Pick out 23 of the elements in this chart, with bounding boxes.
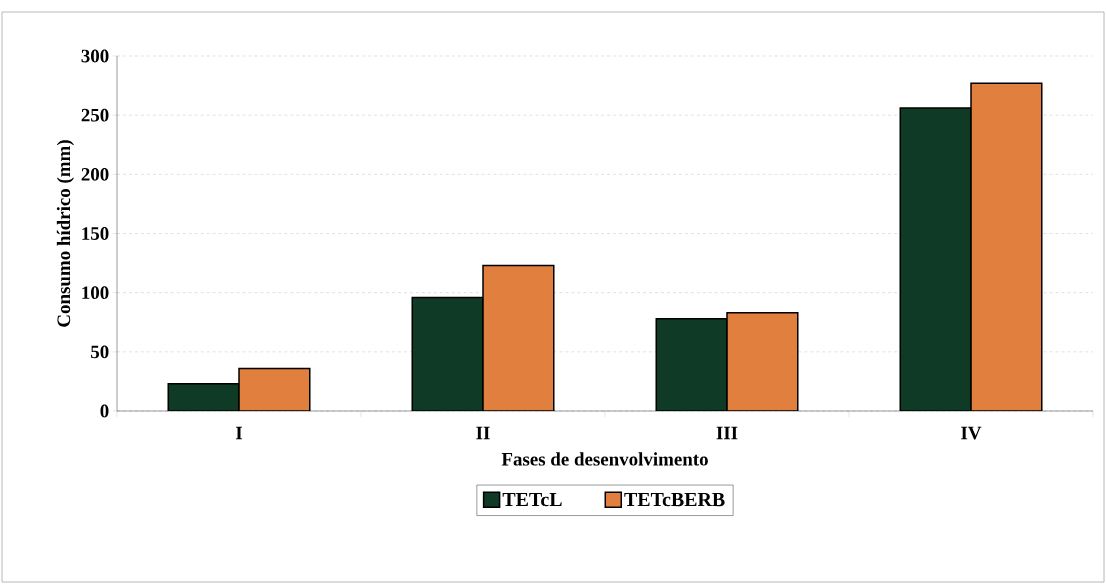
x-tick-label: III — [716, 426, 738, 440]
legend-label: TETcL — [502, 493, 562, 507]
x-tick-label: I — [235, 426, 243, 440]
y-tick-label: 250 — [81, 108, 109, 122]
y-tick-label: 0 — [100, 404, 109, 418]
bar — [238, 367, 311, 411]
bar — [726, 312, 799, 411]
bar — [411, 296, 484, 411]
bar — [167, 383, 240, 411]
y-axis-title: Consumo hídrico (mm) — [56, 140, 74, 327]
y-tick-label: 50 — [91, 345, 109, 359]
bar — [970, 82, 1043, 411]
x-axis-title: Fases de desenvolvimento — [501, 452, 708, 466]
x-tick-label: II — [476, 426, 490, 440]
legend-label: TETcBERB — [624, 493, 725, 507]
bar — [655, 317, 728, 411]
y-tick-label: 300 — [81, 49, 109, 63]
bar — [899, 107, 972, 411]
bar — [482, 264, 555, 411]
y-tick-label: 100 — [82, 286, 109, 300]
y-tick-label: 150 — [82, 227, 109, 240]
x-tick-label: IV — [961, 426, 982, 440]
y-tick-label: 200 — [81, 167, 109, 181]
